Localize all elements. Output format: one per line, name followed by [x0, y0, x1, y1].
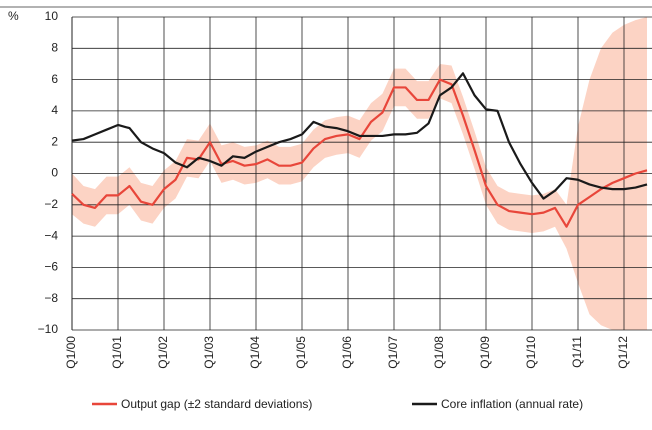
y-tick-label: −6 [44, 260, 58, 274]
legend-label: Output gap (±2 standard deviations) [121, 397, 312, 411]
x-tick-label: Q1/11 [570, 336, 584, 368]
y-tick-label: −10 [38, 322, 59, 336]
x-tick-label: Q1/02 [156, 336, 170, 369]
y-tick-label: 2 [51, 134, 58, 148]
y-tick-label: 6 [51, 72, 58, 86]
x-tick-label: Q1/12 [616, 336, 630, 369]
x-tick-label: Q1/03 [202, 336, 216, 369]
x-tick-label: Q1/06 [340, 336, 354, 369]
y-tick-label: 0 [51, 166, 58, 180]
x-tick-label: Q1/01 [110, 336, 124, 369]
y-tick-label: −4 [44, 228, 58, 242]
x-tick-label: Q1/07 [386, 336, 400, 369]
x-tick-label: Q1/08 [432, 336, 446, 369]
legend-label: Core inflation (annual rate) [441, 397, 583, 411]
x-tick-label: Q1/05 [294, 336, 308, 369]
y-tick-label: 10 [45, 9, 59, 23]
x-tick-label: Q1/04 [248, 336, 262, 369]
x-tick-label: Q1/00 [64, 336, 78, 369]
unit-label: % [8, 9, 19, 23]
y-tick-label: 4 [51, 103, 58, 117]
y-tick-label: −8 [44, 291, 58, 305]
y-tick-label: 8 [51, 40, 58, 54]
x-tick-label: Q1/09 [478, 336, 492, 369]
x-tick-label: Q1/10 [524, 336, 538, 369]
series-line [71, 72, 648, 200]
y-tick-label: −2 [44, 197, 58, 211]
series-line [71, 78, 648, 228]
